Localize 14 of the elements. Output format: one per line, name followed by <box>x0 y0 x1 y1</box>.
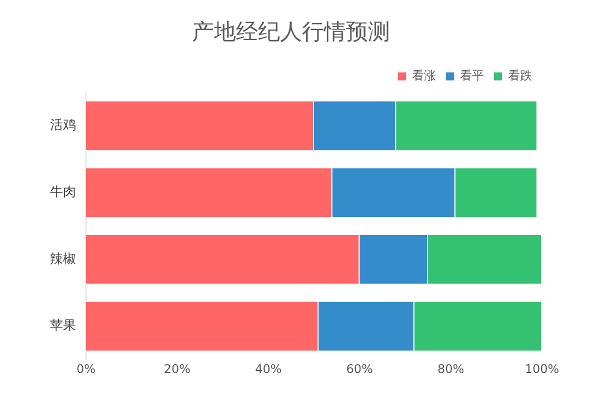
legend-label: 看平 <box>460 68 484 83</box>
x-tick-label: 60% <box>346 362 373 376</box>
y-tick-label: 活鸡 <box>50 118 76 134</box>
y-tick-label: 辣椒 <box>50 252 76 267</box>
x-tick-label: 100% <box>524 362 560 376</box>
x-tick-label: 20% <box>164 362 191 376</box>
chart-title: 产地经纪人行情预测 <box>192 20 390 45</box>
y-tick-label: 牛肉 <box>50 184 76 200</box>
legend-label: 看跌 <box>508 68 532 83</box>
y-tick-label: 苹果 <box>50 318 76 334</box>
x-tick-label: 40% <box>255 362 282 376</box>
x-tick-label: 0% <box>76 362 96 376</box>
x-tick-label: 80% <box>437 362 464 376</box>
legend-label: 看涨 <box>412 68 436 83</box>
